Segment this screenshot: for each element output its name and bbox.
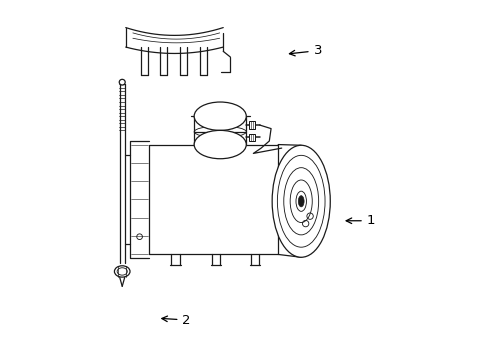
Ellipse shape xyxy=(194,102,246,130)
FancyBboxPatch shape xyxy=(248,134,255,141)
Ellipse shape xyxy=(272,145,329,257)
Text: 2: 2 xyxy=(162,314,191,327)
Text: 1: 1 xyxy=(346,214,374,227)
Ellipse shape xyxy=(114,266,130,277)
FancyBboxPatch shape xyxy=(248,121,255,129)
Ellipse shape xyxy=(194,130,246,159)
Text: 3: 3 xyxy=(289,44,322,57)
Ellipse shape xyxy=(119,79,125,85)
Ellipse shape xyxy=(298,196,304,207)
